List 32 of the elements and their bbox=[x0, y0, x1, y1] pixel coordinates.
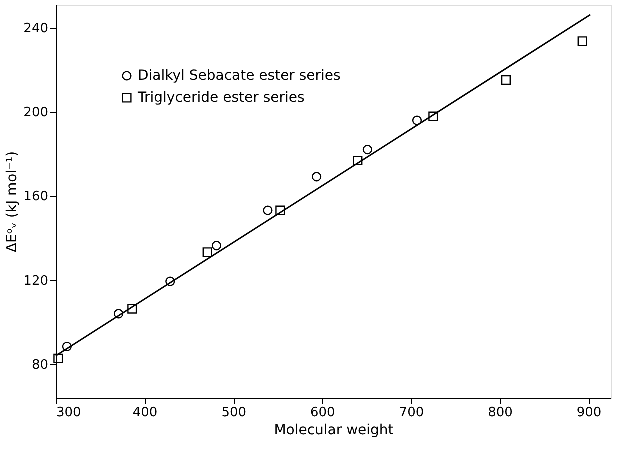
point bbox=[412, 116, 422, 126]
y-tick-label: 120 bbox=[24, 274, 48, 289]
point bbox=[128, 304, 138, 314]
y-tick-label: 200 bbox=[24, 106, 48, 121]
point bbox=[54, 354, 64, 364]
point bbox=[276, 206, 286, 216]
x-tick-label: 400 bbox=[132, 406, 158, 420]
x-axis-title: Molecular weight bbox=[274, 422, 394, 438]
x-tick-label: 500 bbox=[222, 406, 247, 420]
point bbox=[212, 241, 222, 251]
point bbox=[263, 206, 273, 216]
x-tick-label: 900 bbox=[576, 406, 602, 420]
x-tick-label: 700 bbox=[399, 406, 424, 420]
point bbox=[114, 309, 124, 319]
point bbox=[362, 145, 372, 155]
y-tick-label: 80 bbox=[32, 358, 48, 373]
y-tick-label: 160 bbox=[24, 190, 48, 205]
point bbox=[312, 172, 322, 182]
point bbox=[428, 112, 438, 122]
point bbox=[62, 342, 72, 352]
y-tick-label: 240 bbox=[24, 22, 48, 37]
legend-label: Triglyceride ester series bbox=[137, 90, 305, 106]
x-tick-label: 800 bbox=[488, 406, 513, 420]
x-tick-label: 300 bbox=[56, 406, 82, 420]
legend-label: Dialkyl Sebacate ester series bbox=[138, 68, 341, 84]
point bbox=[353, 156, 363, 166]
point bbox=[166, 276, 176, 286]
x-tick-label: 600 bbox=[310, 406, 336, 420]
point bbox=[501, 75, 511, 86]
point bbox=[202, 248, 212, 258]
point bbox=[578, 36, 588, 46]
y-axis-title: ΔEᵒᵥ (kJ mol⁻¹) bbox=[4, 151, 21, 253]
